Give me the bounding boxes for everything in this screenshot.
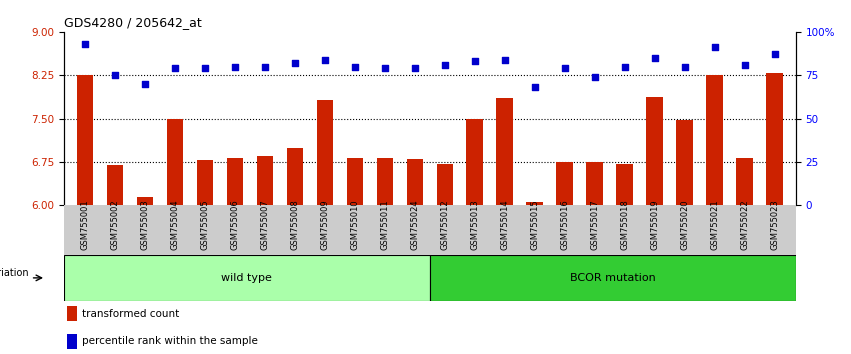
Text: GDS4280 / 205642_at: GDS4280 / 205642_at	[64, 16, 202, 29]
Point	[138, 81, 151, 87]
FancyBboxPatch shape	[64, 255, 430, 301]
Text: genotype/variation: genotype/variation	[0, 268, 29, 278]
Bar	[197, 160, 213, 205]
Point	[588, 74, 602, 80]
Text: BCOR mutation: BCOR mutation	[570, 273, 655, 283]
Bar	[736, 158, 753, 205]
Point	[288, 60, 301, 66]
Point	[678, 64, 692, 69]
Bar	[407, 159, 423, 205]
Bar	[136, 196, 153, 205]
Point	[438, 62, 452, 68]
Bar	[437, 164, 453, 205]
Bar	[767, 74, 783, 205]
Bar	[677, 120, 693, 205]
Bar	[706, 75, 723, 205]
Bar	[256, 156, 273, 205]
Point	[318, 57, 332, 62]
Point	[528, 85, 541, 90]
Point	[258, 64, 271, 69]
Bar	[527, 202, 543, 205]
Bar	[376, 158, 393, 205]
Point	[708, 45, 722, 50]
Bar	[647, 97, 663, 205]
Point	[378, 65, 391, 71]
Point	[228, 64, 242, 69]
Bar	[586, 162, 603, 205]
Point	[108, 73, 122, 78]
Point	[558, 65, 572, 71]
FancyBboxPatch shape	[430, 255, 796, 301]
Point	[408, 65, 421, 71]
Point	[498, 57, 511, 62]
Point	[168, 65, 181, 71]
Point	[348, 64, 362, 69]
Text: transformed count: transformed count	[82, 309, 180, 319]
Bar	[317, 100, 333, 205]
Bar	[496, 98, 513, 205]
Text: wild type: wild type	[221, 273, 272, 283]
Point	[618, 64, 631, 69]
Point	[768, 52, 781, 57]
Point	[468, 58, 482, 64]
Bar	[67, 306, 77, 321]
Bar	[346, 158, 363, 205]
Text: percentile rank within the sample: percentile rank within the sample	[82, 336, 258, 346]
Point	[78, 41, 92, 47]
Bar	[616, 164, 633, 205]
Bar	[287, 148, 303, 205]
Bar	[67, 334, 77, 349]
Point	[648, 55, 661, 61]
Bar	[557, 162, 573, 205]
Bar	[167, 119, 183, 205]
Bar	[226, 158, 243, 205]
Point	[198, 65, 212, 71]
Point	[738, 62, 751, 68]
Bar	[106, 165, 123, 205]
Bar	[77, 75, 93, 205]
Bar	[466, 119, 483, 205]
